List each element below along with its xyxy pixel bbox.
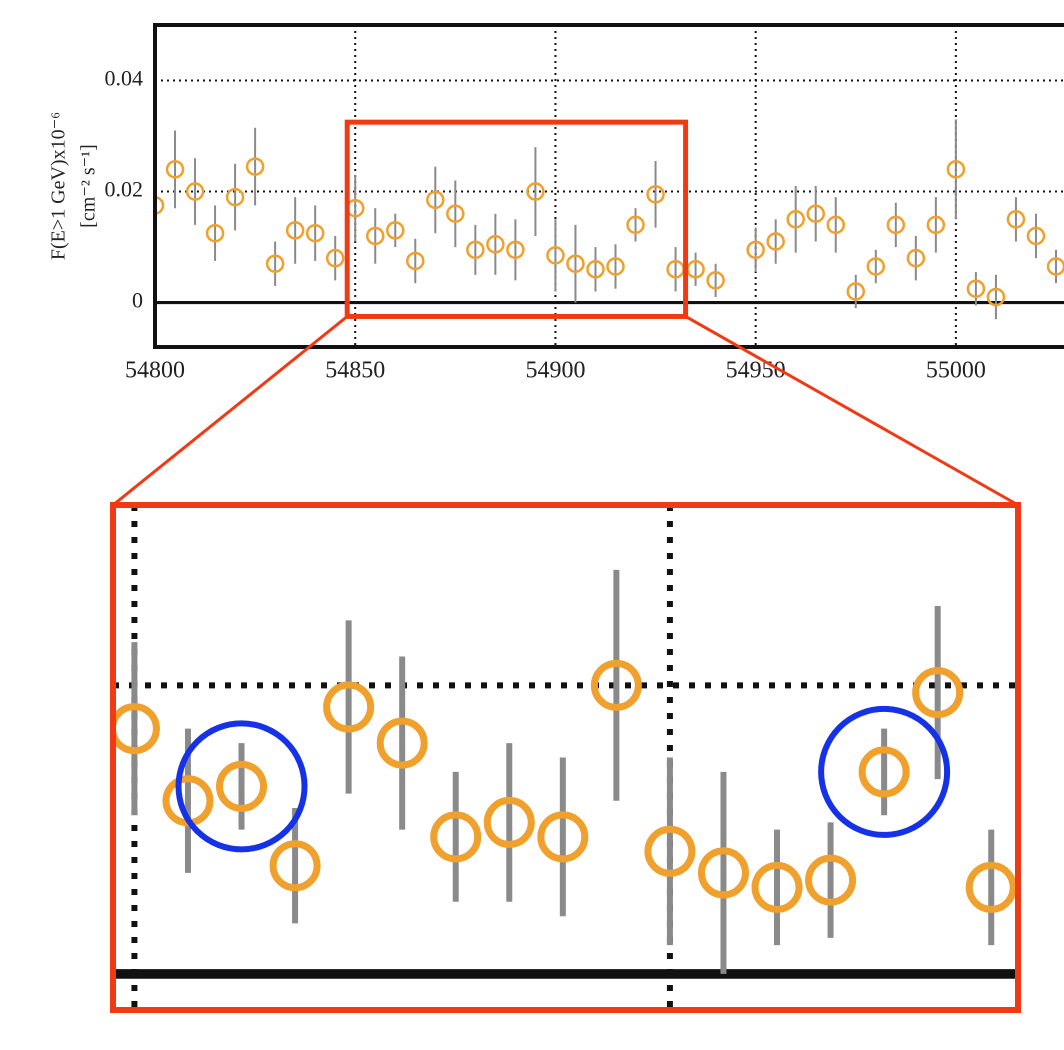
data-point bbox=[912, 667, 964, 719]
data-point bbox=[285, 221, 305, 240]
data-point bbox=[59, 837, 103, 881]
data-point bbox=[486, 235, 505, 254]
data-point bbox=[806, 204, 825, 224]
data-point bbox=[155, 196, 165, 215]
plot-frame bbox=[153, 23, 1064, 349]
data-point bbox=[526, 182, 545, 201]
data-point bbox=[245, 157, 265, 176]
y-tick-label: 0.04 bbox=[105, 66, 144, 91]
x-tick-label: 55000 bbox=[926, 358, 986, 384]
data-point bbox=[786, 210, 805, 229]
data-point bbox=[506, 240, 525, 260]
data-point bbox=[566, 254, 585, 273]
data-point bbox=[376, 717, 428, 769]
x-tick-label: 54900 bbox=[525, 358, 585, 384]
data-point bbox=[858, 746, 910, 798]
data-point bbox=[926, 215, 946, 235]
data-point bbox=[466, 240, 485, 260]
data-point bbox=[430, 811, 482, 863]
data-point bbox=[483, 796, 535, 848]
data-point bbox=[365, 226, 385, 246]
zoom-frame bbox=[110, 502, 1021, 1013]
data-point bbox=[446, 204, 465, 224]
data-point bbox=[826, 215, 845, 235]
data-point bbox=[113, 703, 160, 755]
data-point bbox=[1023, 865, 1064, 909]
data-point bbox=[323, 681, 375, 733]
data-point bbox=[269, 840, 321, 892]
data-point bbox=[216, 760, 268, 812]
data-point bbox=[305, 223, 325, 243]
data-point bbox=[886, 215, 906, 235]
data-point bbox=[746, 240, 765, 260]
y-axis-label-line: F(E>1 GeV)x10⁻⁶ bbox=[48, 112, 70, 260]
zoom-connector bbox=[684, 315, 1019, 507]
data-point bbox=[986, 287, 1006, 307]
data-point bbox=[805, 854, 857, 906]
data-point bbox=[205, 223, 225, 243]
data-point bbox=[906, 248, 926, 268]
data-point bbox=[325, 248, 345, 268]
zoom-connector bbox=[112, 315, 349, 507]
data-point bbox=[537, 811, 589, 863]
data-point bbox=[966, 279, 986, 298]
x-tick-label: 54950 bbox=[726, 358, 786, 384]
data-point bbox=[1006, 210, 1026, 229]
data-point bbox=[5, 772, 49, 816]
data-point bbox=[846, 282, 866, 301]
data-point bbox=[866, 257, 886, 276]
y-tick-label: 0 bbox=[132, 288, 143, 313]
data-point bbox=[965, 861, 1017, 913]
zoom-region bbox=[344, 119, 689, 319]
data-point bbox=[697, 847, 749, 899]
annotations: 54800 54850 54900 54950 55000 0 0.02 0.04 bbox=[105, 23, 1064, 1013]
data-point bbox=[766, 232, 785, 251]
y-tick-label: 0.02 bbox=[105, 177, 144, 202]
data-point bbox=[606, 257, 625, 276]
data-point bbox=[406, 251, 425, 271]
highlight-circle bbox=[818, 705, 951, 838]
data-point bbox=[626, 215, 645, 235]
data-point bbox=[165, 160, 185, 179]
y-axis-label: F(E>1 GeV)x10⁻⁶ [cm⁻² s⁻¹] bbox=[48, 112, 100, 260]
data-point bbox=[386, 221, 405, 240]
data-point bbox=[586, 260, 605, 279]
data-point bbox=[225, 187, 245, 207]
data-point bbox=[426, 190, 445, 210]
data-point bbox=[946, 160, 966, 179]
x-tick-label: 54800 bbox=[125, 358, 185, 384]
x-tick-label: 54850 bbox=[325, 358, 385, 384]
data-point bbox=[644, 825, 696, 877]
data-point bbox=[706, 271, 725, 290]
data-point bbox=[546, 246, 565, 265]
highlight-circle bbox=[175, 720, 308, 853]
data-point bbox=[590, 659, 642, 711]
main-plot bbox=[155, 25, 1064, 347]
data-point bbox=[646, 185, 665, 204]
data-point bbox=[185, 182, 205, 201]
data-point bbox=[1026, 226, 1046, 246]
zoom-plot bbox=[5, 505, 1064, 1010]
data-point bbox=[265, 254, 285, 273]
data-point bbox=[751, 861, 803, 913]
y-axis-label-line: [cm⁻² s⁻¹] bbox=[78, 144, 100, 228]
